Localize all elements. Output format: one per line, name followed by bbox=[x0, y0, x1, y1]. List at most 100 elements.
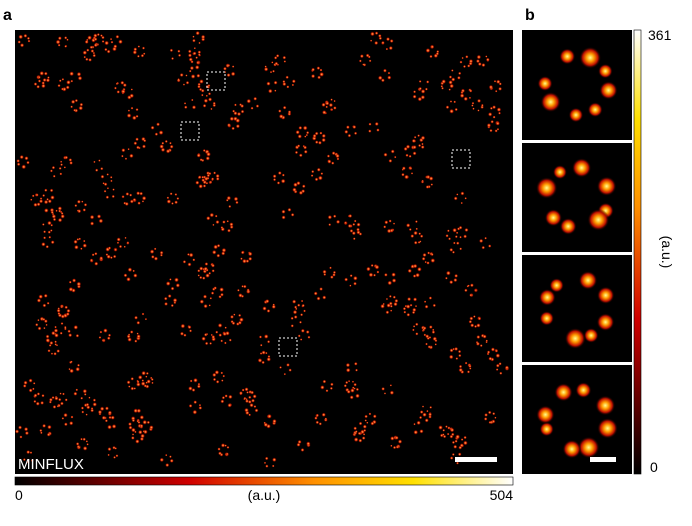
fluorophore bbox=[468, 96, 472, 100]
fluorophore bbox=[23, 33, 28, 38]
fluorophore bbox=[210, 291, 215, 295]
fluorophore bbox=[328, 223, 332, 227]
fluorophore bbox=[409, 167, 413, 170]
fluorophore bbox=[282, 79, 286, 84]
image-content bbox=[14, 30, 510, 468]
fluorophore bbox=[477, 317, 482, 321]
fluorophore bbox=[73, 108, 77, 112]
fluorophore bbox=[63, 325, 67, 329]
fluorophore bbox=[476, 323, 481, 328]
fluorophore bbox=[37, 318, 40, 322]
fluorophore bbox=[388, 219, 392, 223]
fluorophore bbox=[349, 284, 352, 287]
fluorophore bbox=[171, 202, 174, 205]
fluorophore bbox=[486, 350, 491, 354]
fluorophore bbox=[204, 262, 209, 266]
fluorophore bbox=[453, 346, 459, 352]
fluorophore bbox=[80, 396, 84, 400]
fluorophore bbox=[227, 403, 232, 408]
fluorophore bbox=[485, 339, 489, 343]
fluorophore bbox=[281, 173, 285, 177]
fluorophore bbox=[41, 241, 46, 247]
fluorophore bbox=[24, 430, 30, 436]
fluorophore bbox=[377, 75, 383, 81]
fluorophore bbox=[465, 55, 469, 59]
fluorophore bbox=[480, 103, 484, 107]
fluorophore bbox=[73, 324, 79, 330]
fluorophore bbox=[266, 413, 272, 419]
fluorophore bbox=[554, 383, 573, 402]
fluorophore bbox=[27, 39, 31, 43]
fluorophore bbox=[105, 195, 110, 200]
fluorophore bbox=[412, 325, 416, 328]
fluorophore bbox=[193, 46, 197, 50]
fluorophore bbox=[238, 391, 244, 396]
fluorophore bbox=[212, 377, 217, 382]
fluorophore bbox=[77, 75, 83, 81]
fluorophore bbox=[487, 410, 492, 415]
fluorophore bbox=[102, 182, 105, 185]
fluorophore bbox=[136, 380, 140, 384]
scale-bar bbox=[590, 457, 616, 462]
fluorophore bbox=[347, 223, 352, 229]
fluorophore bbox=[427, 345, 431, 349]
fluorophore bbox=[45, 334, 50, 339]
fluorophore bbox=[134, 339, 138, 343]
fluorophore bbox=[110, 415, 115, 420]
fluorophore bbox=[253, 96, 258, 101]
fluorophore bbox=[374, 121, 379, 127]
fluorophore bbox=[126, 241, 130, 244]
fluorophore bbox=[408, 227, 412, 232]
fluorophore bbox=[220, 226, 224, 229]
fluorophore bbox=[183, 105, 188, 110]
fluorophore bbox=[42, 193, 46, 198]
fluorophore bbox=[52, 174, 56, 178]
fluorophore bbox=[141, 144, 147, 149]
fluorophore bbox=[183, 102, 187, 105]
fluorophore bbox=[37, 79, 42, 83]
fluorophore bbox=[463, 96, 469, 102]
fluorophore bbox=[240, 109, 245, 114]
fluorophore bbox=[221, 395, 226, 400]
fluorophore bbox=[278, 109, 282, 113]
fluorophore bbox=[387, 75, 392, 80]
fluorophore bbox=[291, 79, 296, 84]
fluorophore bbox=[240, 103, 245, 109]
fluorophore bbox=[57, 311, 61, 316]
fluorophore bbox=[43, 199, 49, 205]
fluorophore bbox=[130, 106, 134, 110]
fluorophore bbox=[498, 362, 502, 366]
fluorophore bbox=[264, 65, 267, 68]
fluorophore bbox=[104, 47, 108, 52]
fluorophore bbox=[218, 333, 223, 338]
fluorophore bbox=[131, 418, 136, 423]
fluorophore bbox=[183, 333, 187, 337]
fluorophore bbox=[448, 80, 453, 85]
fluorophore bbox=[213, 171, 217, 175]
fluorophore bbox=[87, 35, 93, 41]
fluorophore bbox=[578, 271, 598, 290]
fluorophore bbox=[75, 442, 80, 446]
fluorophore bbox=[114, 248, 118, 252]
fluorophore bbox=[107, 333, 112, 337]
fluorophore bbox=[100, 166, 104, 171]
fluorophore bbox=[382, 302, 385, 306]
fluorophore bbox=[358, 232, 363, 236]
fluorophore bbox=[387, 280, 393, 286]
fluorophore bbox=[115, 82, 119, 86]
fluorophore bbox=[430, 258, 436, 264]
colorbar bbox=[633, 29, 642, 475]
fluorophore bbox=[374, 264, 380, 270]
fluorophore bbox=[214, 214, 218, 218]
fluorophore bbox=[269, 70, 273, 74]
fluorophore bbox=[374, 40, 379, 46]
fluorophore bbox=[99, 256, 104, 261]
fluorophore bbox=[50, 223, 54, 227]
fluorophore bbox=[487, 244, 492, 248]
fluorophore bbox=[53, 328, 59, 333]
fluorophore bbox=[263, 66, 269, 72]
fluorophore bbox=[80, 406, 85, 410]
fluorophore bbox=[140, 53, 145, 58]
fluorophore bbox=[98, 159, 101, 162]
fluorophore bbox=[27, 460, 30, 464]
